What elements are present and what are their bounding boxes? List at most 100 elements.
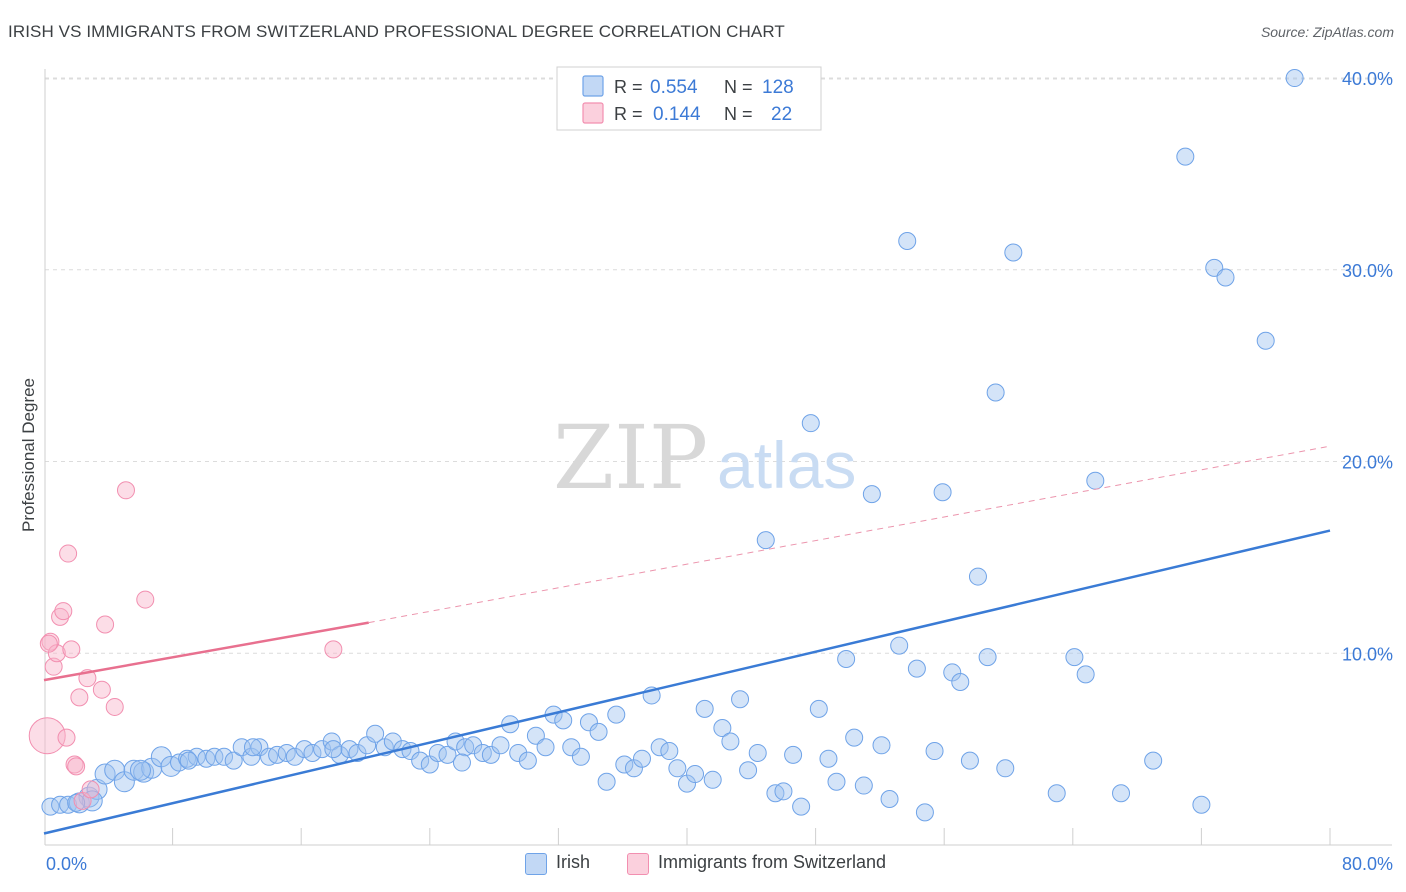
point-irish <box>756 531 775 550</box>
point-swiss <box>39 634 58 653</box>
stats-n-value-1: 128 <box>762 77 794 98</box>
point-swiss <box>44 657 63 676</box>
point-irish <box>615 755 634 774</box>
point-swiss <box>67 757 86 776</box>
point-irish <box>536 738 555 757</box>
watermark-zip: ZIP <box>553 406 708 509</box>
point-irish <box>1004 243 1023 262</box>
point-irish <box>996 759 1015 778</box>
y-tick-label: 20.0% <box>1342 453 1393 473</box>
point-swiss <box>324 640 343 659</box>
point-irish <box>411 751 430 770</box>
point-irish <box>243 738 262 757</box>
point-irish <box>129 759 151 781</box>
point-swiss <box>92 680 111 699</box>
stats-n-label-2: N = <box>724 104 753 124</box>
point-irish <box>366 724 385 743</box>
watermark-atlas: atlas <box>717 428 856 502</box>
point-irish <box>695 699 714 718</box>
stats-swatch-irish <box>582 75 604 97</box>
point-irish <box>383 732 402 751</box>
point-irish <box>968 567 987 586</box>
point-irish <box>731 690 750 709</box>
point-irish <box>819 749 838 768</box>
point-irish <box>1285 69 1304 88</box>
point-irish <box>880 789 899 808</box>
point-irish <box>703 770 722 789</box>
legend-swatch-swiss <box>627 853 649 875</box>
point-irish <box>452 753 471 772</box>
point-irish <box>322 732 341 751</box>
point-irish <box>872 736 891 755</box>
y-tick-label: 30.0% <box>1342 261 1393 281</box>
point-irish <box>933 483 952 502</box>
point-irish <box>960 751 979 770</box>
trend-layer <box>43 445 1331 835</box>
point-swiss <box>81 780 100 799</box>
point-swiss <box>96 615 115 634</box>
point-irish <box>837 650 856 669</box>
points-layer <box>28 69 1304 822</box>
point-irish <box>1144 751 1163 770</box>
x-tick-label-min: 0.0% <box>46 854 87 874</box>
stats-r-value-1: 0.554 <box>650 77 698 98</box>
legend-label-irish: Irish <box>556 852 591 872</box>
point-irish <box>215 747 234 766</box>
point-irish <box>438 745 457 764</box>
point-irish <box>784 745 803 764</box>
point-irish <box>890 636 909 655</box>
point-irish <box>562 738 581 757</box>
point-irish <box>1076 665 1095 684</box>
source-label: Source: ZipAtlas.com <box>1260 24 1394 40</box>
legend-label-swiss: Immigrants from Switzerland <box>658 852 887 872</box>
trendline-swiss-extension <box>368 445 1331 624</box>
point-swiss <box>57 728 76 747</box>
point-irish <box>324 740 343 759</box>
point-irish <box>303 743 322 762</box>
point-irish <box>589 722 608 741</box>
point-irish <box>632 749 651 768</box>
point-irish <box>1065 648 1084 667</box>
point-irish <box>491 736 510 755</box>
point-irish <box>1256 331 1275 350</box>
y-tick-label: 40.0% <box>1342 69 1393 89</box>
trendline-swiss <box>43 621 369 682</box>
point-swiss <box>136 590 155 609</box>
point-irish <box>481 745 500 764</box>
point-irish <box>179 751 198 770</box>
point-irish <box>827 772 846 791</box>
y-axis-label: Professional Degree <box>19 378 38 532</box>
point-irish <box>579 713 598 732</box>
point-irish <box>285 747 304 766</box>
stats-r-label-1: R = <box>614 77 643 97</box>
point-irish <box>250 738 269 757</box>
point-irish <box>1086 471 1105 490</box>
point-irish <box>660 742 679 761</box>
point-irish <box>526 726 545 745</box>
point-irish <box>1216 268 1235 287</box>
point-irish <box>925 742 944 761</box>
point-irish <box>509 743 528 762</box>
point-irish <box>898 232 917 251</box>
stats-n-value-2: 22 <box>771 104 792 125</box>
point-irish <box>978 648 997 667</box>
point-irish <box>81 790 103 812</box>
point-irish <box>1112 784 1131 803</box>
y-tick-label: 10.0% <box>1342 644 1393 664</box>
point-irish <box>67 793 86 812</box>
stats-legend: R = 0.554 N = 128 R = 0.144 N = 22 <box>556 66 822 131</box>
point-irish <box>801 414 820 433</box>
point-swiss <box>62 640 81 659</box>
point-irish <box>597 772 616 791</box>
axis-layer: 10.0% 20.0% 30.0% 40.0% 0.0% 80.0% <box>44 69 1393 874</box>
point-swiss <box>105 697 124 716</box>
point-irish <box>774 782 793 801</box>
point-irish <box>686 765 705 784</box>
point-irish <box>224 751 243 770</box>
point-irish <box>464 736 483 755</box>
point-irish <box>986 383 1005 402</box>
point-irish <box>713 719 732 738</box>
point-irish <box>1176 147 1195 166</box>
point-irish <box>809 699 828 718</box>
point-irish <box>951 673 970 692</box>
